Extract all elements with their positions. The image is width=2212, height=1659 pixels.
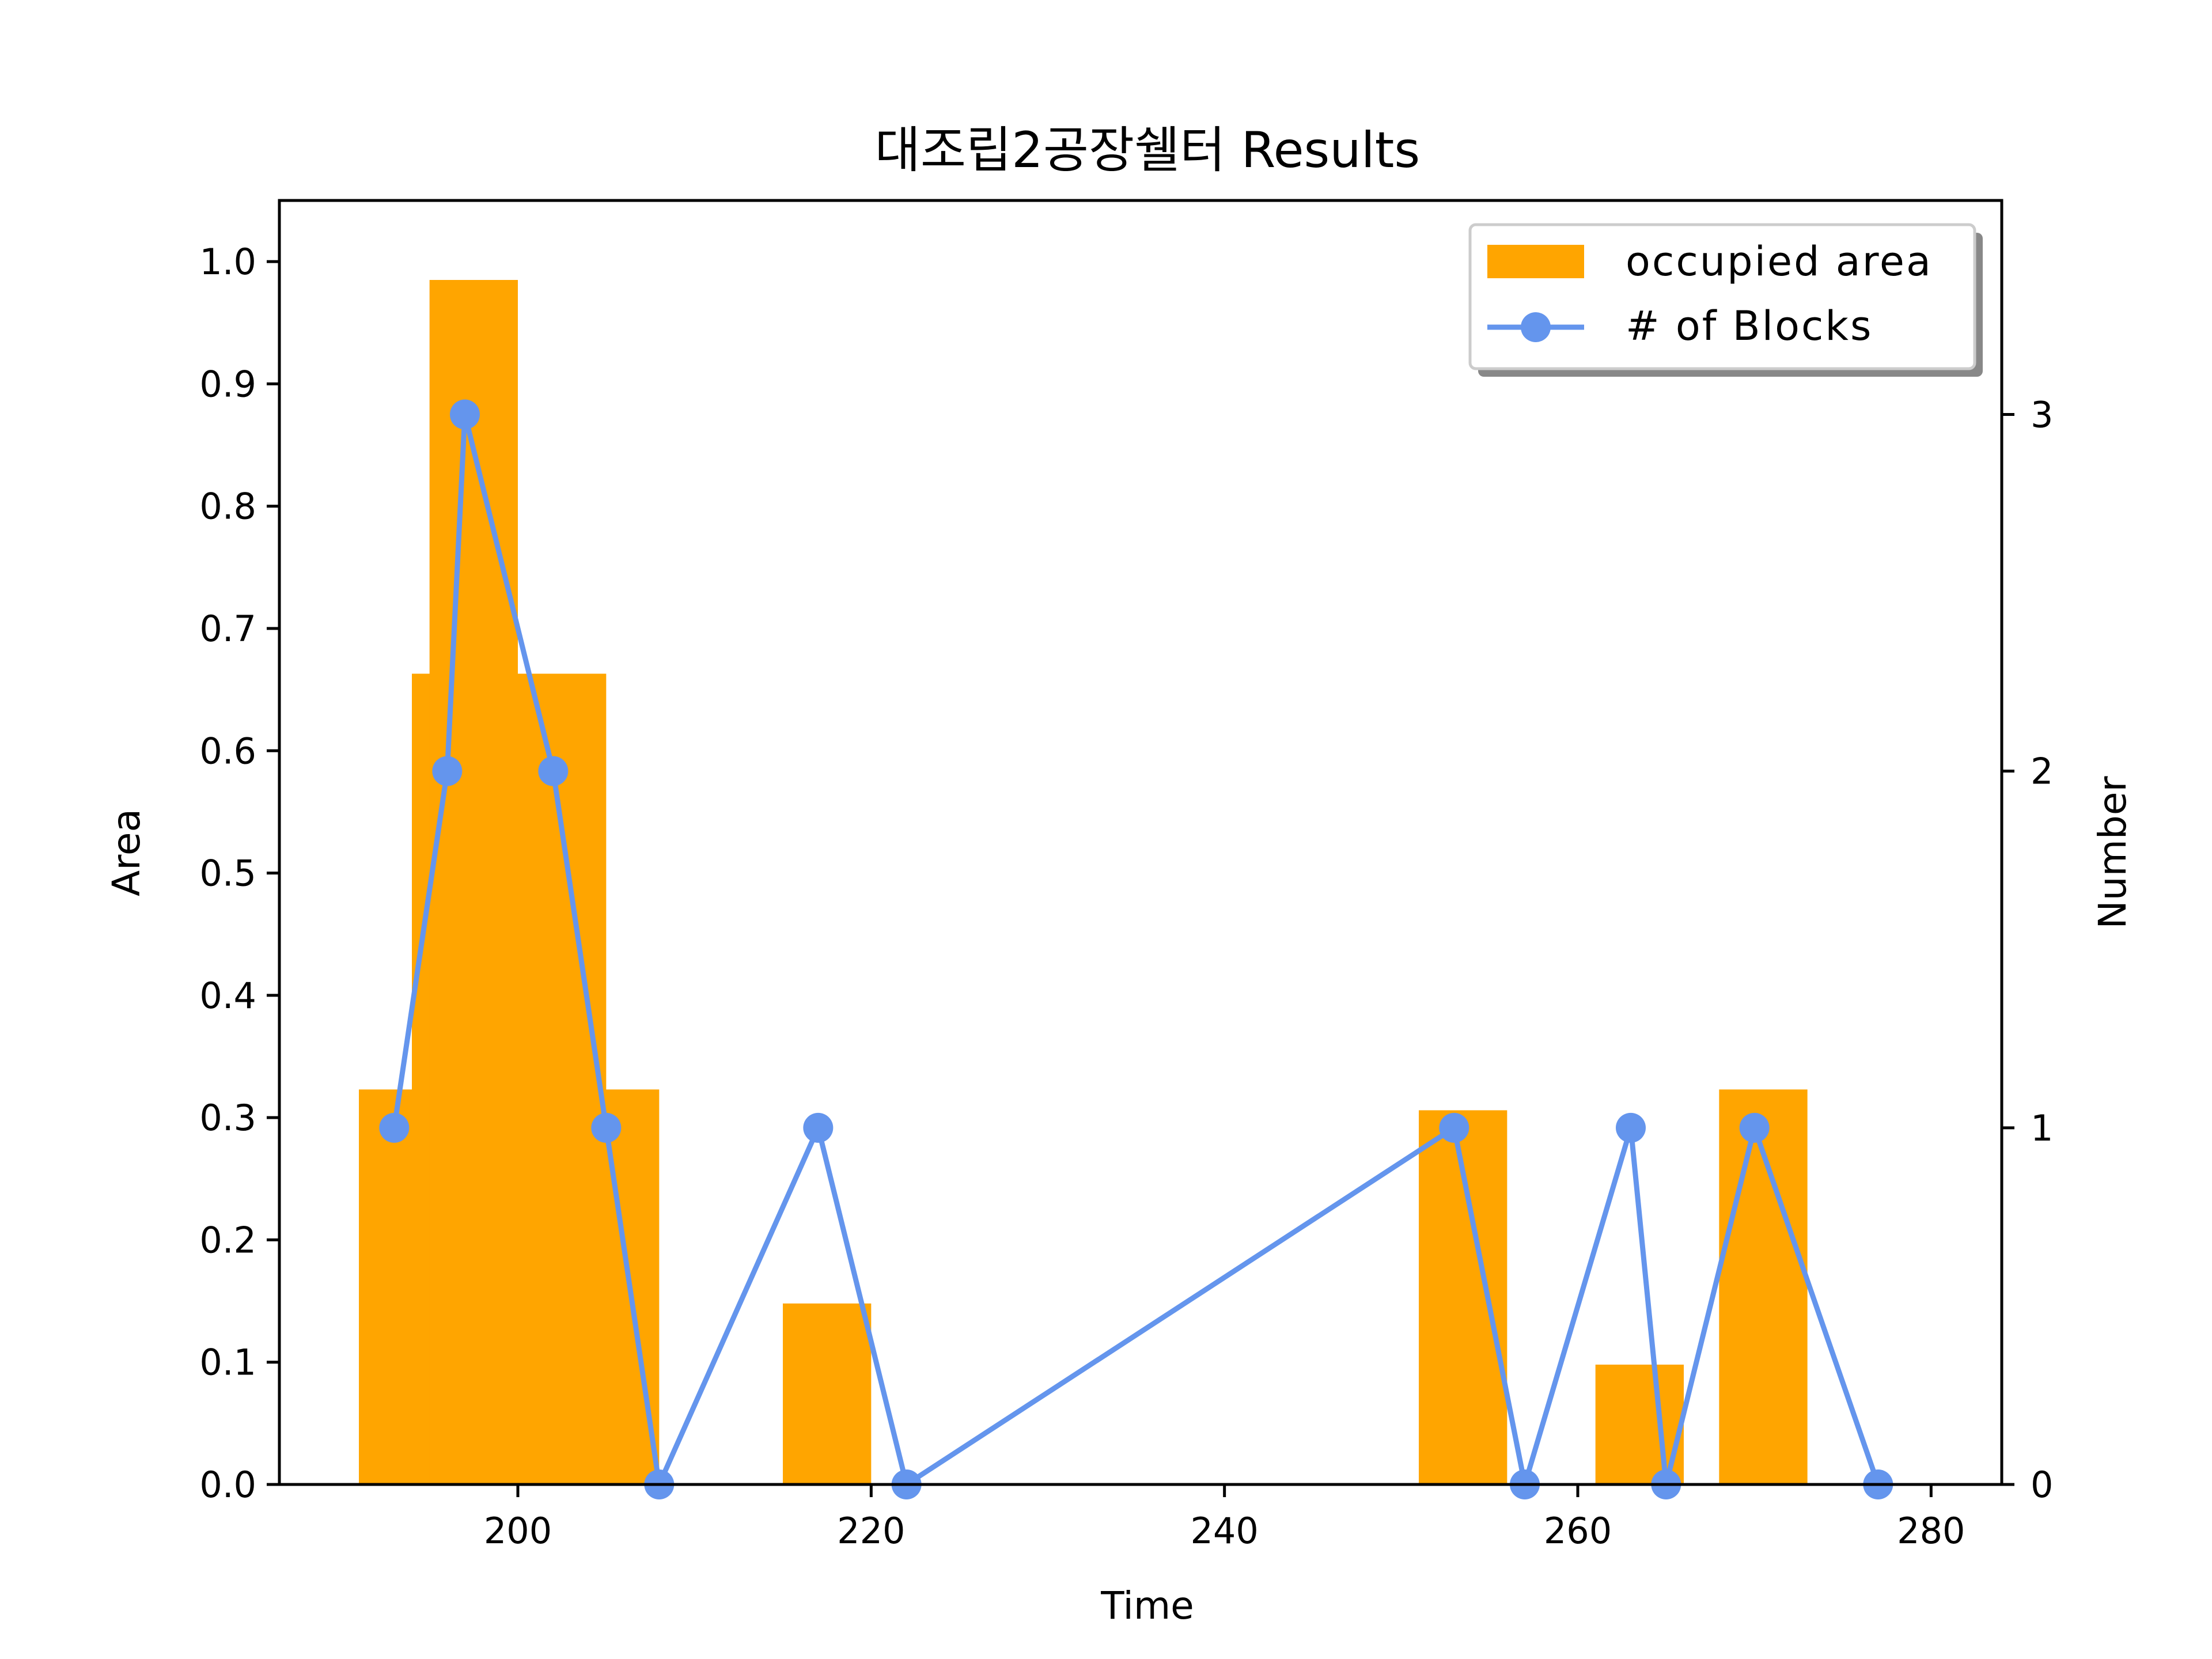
y2-tick-label-0: 0 (2031, 1464, 2053, 1506)
bar-4 (571, 1089, 660, 1484)
y-tick-label-7: 0.7 (199, 608, 256, 650)
y-tick-label-1: 0.1 (199, 1342, 256, 1384)
blocks-point-1 (432, 756, 463, 786)
x-tick-label-4: 280 (1897, 1510, 1965, 1552)
y2-axis-title: Number (2090, 776, 2135, 929)
blocks-point-12 (1739, 1112, 1770, 1143)
legend-swatch-occupied-area (1487, 245, 1584, 278)
blocks-point-3 (538, 756, 569, 786)
axes-frame (278, 199, 2003, 1486)
y-tick-label-4: 0.4 (199, 975, 256, 1017)
x-tick-label-1: 220 (837, 1510, 905, 1552)
blocks-point-6 (803, 1112, 834, 1143)
legend-swatch-blocks-marker (1521, 312, 1551, 342)
blocks-point-8 (1439, 1112, 1469, 1143)
blocks-line (391, 412, 1881, 1487)
y-tick-label-3: 0.3 (199, 1097, 256, 1139)
x-tick-label-0: 200 (484, 1510, 552, 1552)
y-tick-label-5: 0.5 (199, 853, 256, 895)
plot-area (359, 279, 1893, 1499)
y-tick-label-8: 0.8 (199, 486, 256, 528)
legend-label-blocks: # of Blocks (1626, 302, 1873, 350)
y-tick-label-0: 0.0 (199, 1464, 256, 1506)
y2-tick-label-3: 3 (2031, 394, 2053, 436)
legend-box (1468, 223, 1976, 370)
legend: occupied area # of Blocks (1468, 223, 1983, 377)
y-tick-label-6: 0.6 (199, 730, 256, 772)
y-tick-label-10: 1.0 (199, 241, 256, 283)
y-axis-title: Area (104, 809, 149, 896)
blocks-point-0 (379, 1112, 410, 1143)
y-tick-label-2: 0.2 (199, 1219, 256, 1261)
x-axis-title: Time (1100, 1584, 1194, 1628)
bar-5 (783, 1303, 872, 1484)
chart-title: 대조립2공장쉘터 Results (875, 122, 1420, 179)
axes: 200 220 240 260 280 0.0 0.1 0.2 0.3 0.4 0.5 0.6 0.7 0… (199, 199, 2053, 1552)
y-tick-label-9: 0.9 (199, 363, 256, 405)
bar-2 (429, 279, 518, 1484)
y2-tick-label-1: 1 (2031, 1107, 2053, 1149)
x-tick-label-3: 260 (1544, 1510, 1612, 1552)
blocks-point-2 (450, 399, 480, 430)
x-tick-label-2: 240 (1190, 1510, 1258, 1552)
y2-tick-label-2: 2 (2031, 751, 2053, 793)
blocks-point-10 (1616, 1112, 1646, 1143)
legend-label-occupied-area: occupied area (1626, 238, 1933, 285)
blocks-point-4 (591, 1112, 622, 1143)
